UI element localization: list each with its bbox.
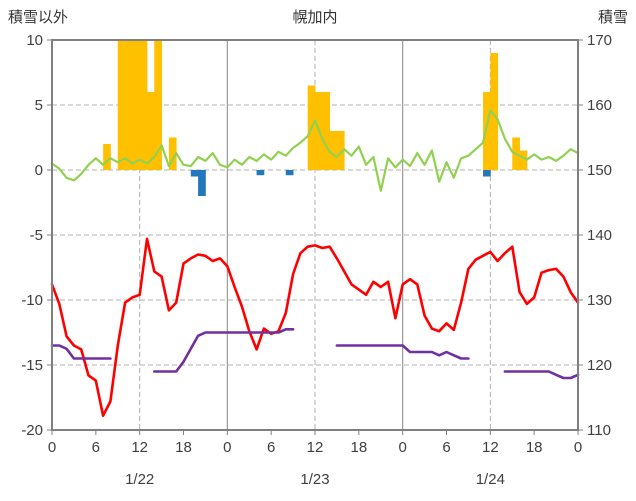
- x-tick-label: 6: [442, 439, 450, 456]
- x-tick-label: 18: [350, 439, 367, 456]
- blue-bars-bar: [285, 170, 294, 176]
- left-tick-label: -20: [21, 422, 43, 439]
- left-axis-title: 積雪以外: [8, 9, 68, 26]
- x-tick-label: 6: [267, 439, 275, 456]
- right-tick-label: 160: [587, 97, 612, 114]
- x-tick-label: 12: [131, 439, 148, 456]
- right-tick-label: 140: [587, 227, 612, 244]
- blue-bars-bar: [483, 170, 491, 177]
- chart-title: 幌加内: [292, 9, 337, 26]
- left-tick-label: 0: [35, 162, 43, 179]
- left-tick-label: 5: [35, 97, 43, 114]
- x-tick-label: 12: [307, 439, 324, 456]
- right-tick-label: 150: [587, 162, 612, 179]
- purple-line: [503, 370, 580, 380]
- blue-bars-bar: [198, 170, 206, 196]
- red-line: [50, 237, 580, 418]
- x-tick-label: 0: [223, 439, 231, 456]
- date-label: 1/24: [476, 471, 505, 488]
- left-tick-label: 10: [26, 32, 43, 49]
- left-tick-label: -10: [21, 292, 43, 309]
- right-axis-title: 積雪: [598, 9, 628, 26]
- orange-bars-bar: [336, 131, 345, 170]
- orange-bars-bar: [132, 40, 141, 170]
- orange-bars-bar: [490, 53, 499, 170]
- orange-bars-bar: [329, 131, 338, 170]
- right-tick-label: 130: [587, 292, 612, 309]
- purple-line: [50, 344, 112, 360]
- left-tick-label: -5: [30, 227, 43, 244]
- date-label: 1/22: [125, 471, 154, 488]
- orange-bars-bar: [483, 92, 491, 170]
- orange-bars-bar: [146, 92, 155, 170]
- x-tick-label: 12: [482, 439, 499, 456]
- green-line: [50, 109, 580, 192]
- date-label: 1/23: [300, 471, 329, 488]
- orange-bars-bar: [322, 92, 331, 170]
- orange-bars-bar: [168, 137, 177, 170]
- purple-line: [335, 344, 470, 360]
- orange-bars-bar: [103, 144, 111, 170]
- right-tick-label: 120: [587, 357, 612, 374]
- x-tick-label: 6: [92, 439, 100, 456]
- x-tick-label: 0: [48, 439, 56, 456]
- blue-bars-bar: [190, 170, 199, 177]
- x-tick-label: 18: [175, 439, 192, 456]
- blue-bars-bar: [256, 170, 265, 176]
- x-tick-label: 0: [398, 439, 406, 456]
- orange-bars-bar: [125, 40, 133, 170]
- orange-bars-bar: [139, 40, 148, 170]
- left-tick-label: -15: [21, 357, 43, 374]
- right-tick-label: 110: [587, 422, 611, 439]
- orange-bars-bar: [154, 40, 162, 170]
- x-tick-label: 18: [526, 439, 543, 456]
- x-tick-label: 0: [574, 439, 582, 456]
- purple-line: [153, 327, 295, 373]
- right-tick-label: 170: [587, 32, 612, 49]
- orange-bars-bar: [519, 150, 528, 170]
- orange-bars-bar: [117, 40, 126, 170]
